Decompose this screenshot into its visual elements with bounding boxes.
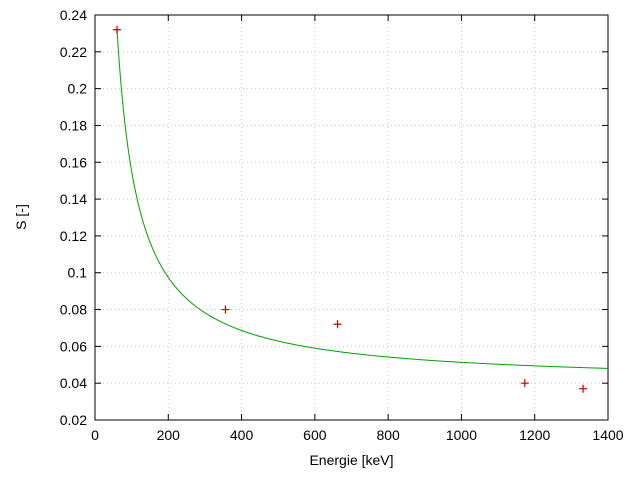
x-tick-label: 400 [230, 427, 254, 443]
data-point-marker [333, 320, 342, 329]
data-point-marker [112, 25, 121, 34]
y-tick-label: 0.16 [60, 154, 87, 170]
x-tick-label: 1400 [592, 427, 623, 443]
x-tick-label: 0 [91, 427, 99, 443]
plot-border [94, 14, 609, 421]
y-tick-label: 0.02 [60, 412, 87, 428]
y-tick-label: 0.22 [60, 44, 87, 60]
y-tick-label: 0.24 [60, 7, 87, 23]
data-point-marker [221, 305, 230, 314]
y-axis-label: S [-] [13, 204, 29, 230]
x-tick-label: 1200 [519, 427, 550, 443]
x-tick-label: 1000 [446, 427, 477, 443]
data-point-marker [520, 379, 529, 388]
y-tick-label: 0.1 [68, 265, 88, 281]
y-tick-label: 0.14 [60, 191, 87, 207]
y-tick-label: 0.04 [60, 375, 87, 391]
fit-curve [116, 29, 609, 369]
y-tick-label: 0.2 [68, 81, 88, 97]
y-tick-label: 0.08 [60, 302, 87, 318]
x-axis-label: Energie [keV] [309, 452, 394, 468]
data-point-marker [579, 384, 588, 393]
x-tick-label: 600 [303, 427, 327, 443]
x-tick-label: 800 [376, 427, 400, 443]
y-tick-label: 0.12 [60, 228, 87, 244]
x-tick-label: 200 [157, 427, 181, 443]
y-tick-label: 0.06 [60, 338, 87, 354]
y-tick-label: 0.18 [60, 117, 87, 133]
